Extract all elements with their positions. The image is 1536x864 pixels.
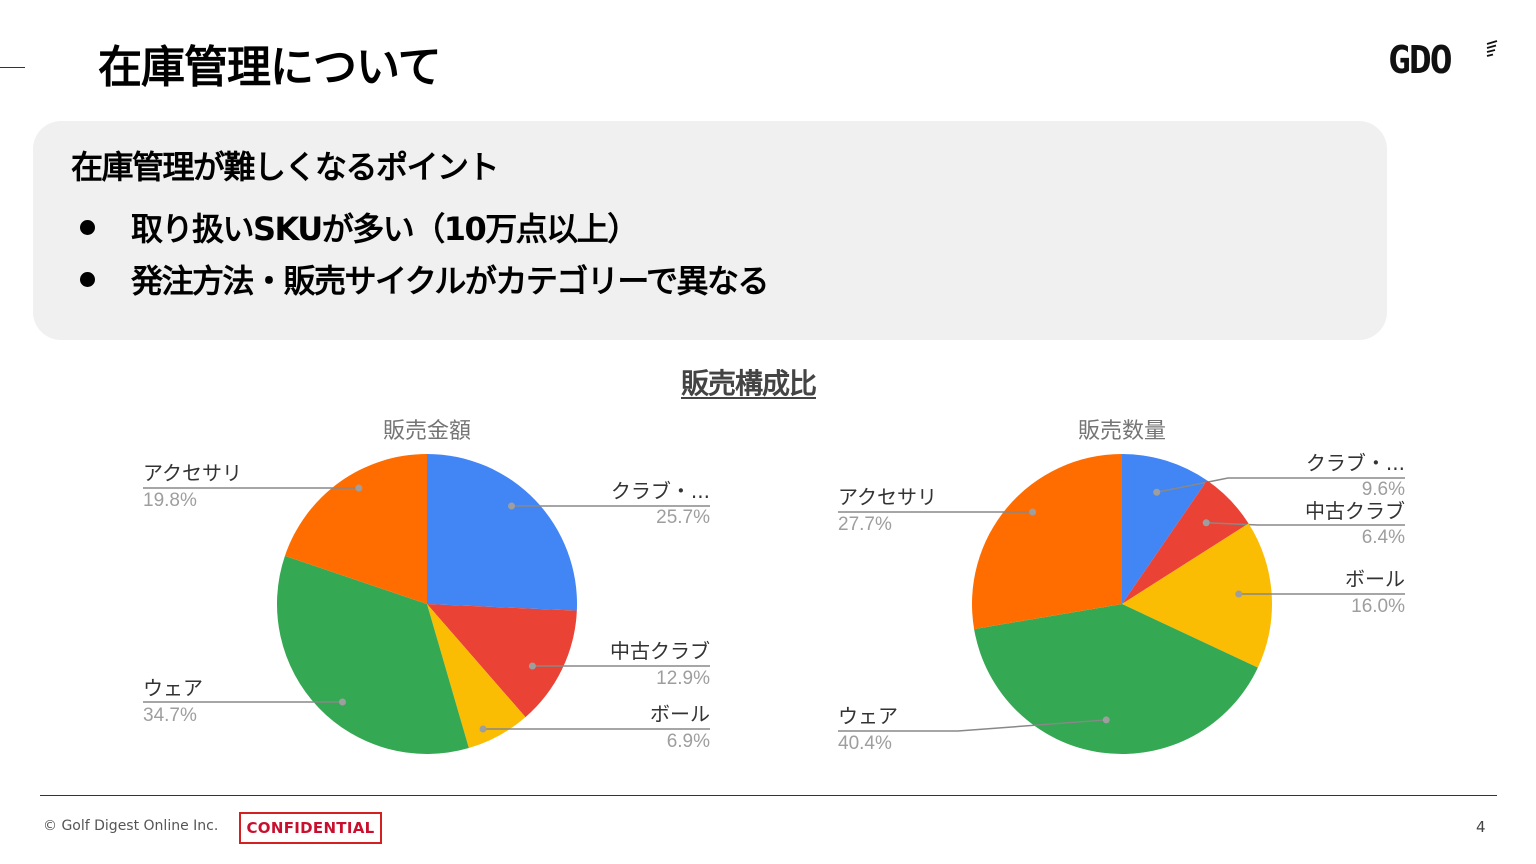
leader-dot-ball (1235, 590, 1243, 598)
slice-value-wear: 34.7% (143, 705, 197, 726)
bullet-icon (80, 271, 95, 287)
slice-label-accessory: アクセサリ (838, 485, 937, 509)
pie-chart-graphic (838, 454, 1405, 755)
pie-slice-accessory (972, 454, 1122, 630)
slice-value-accessory: 19.8% (143, 490, 197, 511)
slice-value-club: 9.6% (1361, 479, 1405, 500)
slice-label-wear: ウェア (838, 704, 898, 728)
key-point-text: 取り扱いSKUが多い（10万点以上） (131, 210, 639, 248)
left-edge-dash (0, 67, 25, 68)
pie-chart-graphic (143, 454, 710, 754)
leader-dot-used-club (528, 662, 536, 670)
slice-value-ball: 16.0% (1351, 596, 1405, 617)
slice-label-club: クラブ・... (1305, 451, 1405, 475)
leader-dot-club (508, 502, 516, 510)
copyright-text: © Golf Digest Online Inc. (43, 818, 219, 834)
leader-dot-used-club (1202, 519, 1210, 527)
slice-value-club: 25.7% (656, 507, 710, 528)
pie-slice-used-club (427, 604, 577, 718)
gdo-logo: GDO (1388, 40, 1500, 80)
slice-label-ball: ボール (1345, 567, 1405, 591)
logo-text: GDO (1388, 38, 1453, 82)
sales-amount-pie-chart: 販売金額 アクセサリ 19.8% クラブ・... 25.7% 中古クラブ 12.… (0, 405, 768, 775)
pie-slice-club (1122, 454, 1208, 604)
slice-value-ball: 6.9% (666, 731, 710, 752)
pie-slice-accessory (284, 454, 427, 604)
key-point-item: 取り扱いSKUが多い（10万点以上） (77, 201, 768, 253)
leader-dot-club (1153, 488, 1161, 496)
page-title: 在庫管理について (98, 42, 442, 93)
chart-title: 販売金額 (382, 419, 471, 444)
slice-value-used-club: 6.4% (1361, 527, 1405, 548)
logo-speed-lines-icon (1486, 40, 1498, 57)
leader-dot-wear (338, 698, 346, 706)
footer-divider (40, 795, 1497, 796)
key-points-box: 在庫管理が難しくなるポイント 取り扱いSKUが多い（10万点以上） 発注方法・販… (33, 121, 1387, 340)
slice-label-wear: ウェア (143, 676, 203, 700)
slice-label-ball: ボール (650, 702, 710, 726)
pie-slice-ball (427, 604, 526, 749)
slice-label-used-club: 中古クラブ (610, 639, 710, 663)
key-points-list: 取り扱いSKUが多い（10万点以上） 発注方法・販売サイクルがカテゴリーで異なる (77, 201, 769, 305)
leader-dot-accessory (1029, 508, 1037, 516)
key-point-text: 発注方法・販売サイクルがカテゴリーで異なる (131, 262, 769, 300)
slice-label-used-club: 中古クラブ (1305, 499, 1405, 523)
leader-dot-accessory (355, 484, 363, 492)
leader-dot-ball (479, 725, 487, 733)
key-points-heading: 在庫管理が難しくなるポイント (71, 148, 500, 186)
leader-line-club (1156, 477, 1405, 494)
page-number: 4 (1476, 818, 1486, 836)
pie-slice-wear (974, 604, 1258, 755)
slice-label-accessory: アクセサリ (143, 461, 242, 485)
slice-value-accessory: 27.7% (838, 514, 892, 535)
leader-line-used-club (1206, 522, 1405, 526)
confidential-badge: CONFIDENTIAL (239, 812, 382, 844)
pie-slice-used-club (1122, 480, 1249, 604)
slice-value-used-club: 12.9% (656, 668, 710, 689)
key-point-item: 発注方法・販売サイクルがカテゴリーで異なる (77, 253, 769, 305)
section-title: 販売構成比 (681, 367, 817, 400)
slice-label-club: クラブ・... (610, 479, 710, 503)
pie-slice-wear (276, 555, 469, 754)
bullet-icon (80, 219, 95, 235)
sales-quantity-pie-chart: 販売数量 アクセサリ 27.7% クラブ・... 9.6% 中古クラブ 6.4%… (768, 405, 1536, 775)
pie-slice-ball (1122, 523, 1272, 668)
leader-dot-wear (1102, 716, 1110, 724)
leader-line-wear (838, 719, 1107, 732)
slice-value-wear: 40.4% (838, 733, 892, 754)
chart-title: 販売数量 (1077, 419, 1166, 444)
pie-slice-club (427, 454, 577, 611)
